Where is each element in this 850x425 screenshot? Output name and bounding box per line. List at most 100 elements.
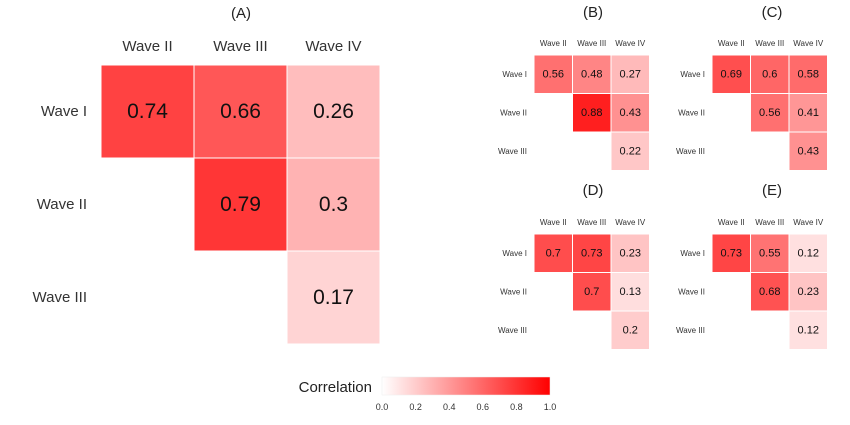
cell-value-label: 0.12: [798, 324, 819, 336]
cell-value-label: 0.55: [759, 247, 780, 259]
heatmap-cell: [287, 158, 380, 251]
heatmap-cell: [573, 55, 611, 93]
legend-tick-label: 0.6: [477, 402, 490, 412]
heatmap-panel: (C) Wave II Wave III Wave IV Wave I Wave II Wa…: [676, 4, 827, 170]
legend-title: Correlation: [299, 379, 372, 396]
heatmap-cell: [611, 94, 649, 132]
heatmap-cell: [534, 55, 572, 93]
cell-value-label: 0.7: [584, 286, 599, 298]
cell-value-label: 0.22: [620, 145, 641, 157]
legend-tick-label: 0.2: [409, 402, 422, 412]
cell-value-label: 0.43: [620, 107, 641, 119]
row-label: Wave II: [678, 287, 705, 296]
panel-title: (E): [762, 182, 782, 199]
legend-tick-label: 0.8: [510, 402, 523, 412]
heatmap-cell: [573, 234, 611, 272]
cell-value-label: 0.79: [220, 193, 261, 216]
color-legend: Correlation 0.0 0.2 0.4 0.6 0.8 1.0: [299, 376, 557, 412]
heatmap-panel: (E) Wave II Wave III Wave IV Wave I Wave II Wa…: [676, 182, 827, 349]
cell-value-label: 0.17: [313, 286, 354, 309]
row-label: Wave II: [678, 108, 705, 117]
cell-value-label: 0.23: [620, 247, 641, 259]
heatmap-cell: [611, 55, 649, 93]
cell-value-label: 0.69: [721, 68, 742, 80]
legend-tick-label: 0.4: [443, 402, 456, 412]
cell-value-label: 0.41: [798, 107, 819, 119]
heatmap-cell: [611, 132, 649, 170]
column-label: Wave III: [213, 38, 267, 55]
legend-tick-label: 0.0: [376, 402, 389, 412]
legend-tick-label: 1.0: [544, 402, 557, 412]
row-label: Wave III: [33, 289, 87, 306]
heatmap-panel: (D) Wave II Wave III Wave IV Wave I Wave II Wa…: [498, 182, 649, 349]
column-label: Wave III: [577, 218, 606, 227]
cell-value-label: 0.7: [546, 247, 561, 259]
cell-value-label: 0.73: [721, 247, 742, 259]
row-label: Wave I: [41, 103, 87, 120]
row-label: Wave I: [680, 249, 705, 258]
row-label: Wave III: [498, 147, 527, 156]
cell-value-label: 0.73: [581, 247, 602, 259]
heatmap-cell: [789, 55, 827, 93]
heatmap-cell: [287, 251, 380, 344]
column-label: Wave III: [577, 39, 606, 48]
cell-value-label: 0.2: [623, 324, 638, 336]
heatmap-cell: [789, 273, 827, 311]
cell-value-label: 0.48: [581, 68, 602, 80]
row-label: Wave II: [37, 196, 87, 213]
heatmap-cell: [287, 65, 380, 158]
column-label: Wave II: [122, 38, 172, 55]
column-label: Wave II: [540, 218, 567, 227]
heatmap-cell: [751, 234, 789, 272]
cell-value-label: 0.26: [313, 100, 354, 123]
heatmap-cell: [751, 55, 789, 93]
heatmap-cell: [573, 94, 611, 132]
cell-value-label: 0.43: [798, 145, 819, 157]
row-label: Wave I: [680, 70, 705, 79]
legend-colorbar: [381, 376, 551, 396]
heatmap-cell: [101, 65, 194, 158]
heatmap-cell: [611, 311, 649, 349]
row-label: Wave III: [676, 147, 705, 156]
heatmap-cell: [751, 273, 789, 311]
cell-value-label: 0.56: [759, 107, 780, 119]
heatmap-panel: (A) Wave II Wave III Wave IV Wave I Wave II Wa…: [33, 5, 380, 344]
panel-title: (C): [762, 4, 783, 21]
cell-value-label: 0.74: [127, 100, 168, 123]
heatmap-cell: [789, 94, 827, 132]
heatmap-cell: [611, 234, 649, 272]
row-label: Wave III: [498, 326, 527, 335]
column-label: Wave II: [540, 39, 567, 48]
panel-title: (D): [583, 182, 604, 199]
column-label: Wave IV: [793, 39, 824, 48]
heatmap-panel: (B) Wave II Wave III Wave IV Wave I Wave II Wa…: [498, 4, 649, 170]
cell-value-label: 0.56: [543, 68, 564, 80]
heatmap-cell: [712, 234, 750, 272]
column-label: Wave II: [718, 39, 745, 48]
legend-tick-labels: 0.0 0.2 0.4 0.6 0.8 1.0: [376, 402, 557, 412]
column-label: Wave II: [718, 218, 745, 227]
column-label: Wave III: [755, 39, 784, 48]
cell-value-label: 0.12: [798, 247, 819, 259]
cell-value-label: 0.66: [220, 100, 261, 123]
heatmap-cell: [712, 55, 750, 93]
cell-value-label: 0.58: [798, 68, 819, 80]
panel-title: (B): [583, 4, 603, 21]
heatmap-cell: [789, 234, 827, 272]
heatmap-cell: [573, 273, 611, 311]
heatmap-panels: (A) Wave II Wave III Wave IV Wave I Wave II Wa…: [33, 4, 827, 349]
cell-value-label: 0.13: [620, 286, 641, 298]
panel-title: (A): [231, 5, 251, 22]
row-label: Wave I: [502, 70, 527, 79]
heatmap-cell: [789, 132, 827, 170]
cell-value-label: 0.88: [581, 107, 602, 119]
heatmap-cell: [194, 158, 287, 251]
column-label: Wave IV: [615, 39, 646, 48]
column-label: Wave IV: [305, 38, 361, 55]
column-label: Wave IV: [793, 218, 824, 227]
cell-value-label: 0.3: [319, 193, 348, 216]
cell-value-label: 0.27: [620, 68, 641, 80]
heatmap-cell: [611, 273, 649, 311]
column-label: Wave III: [755, 218, 784, 227]
row-label: Wave I: [502, 249, 527, 258]
